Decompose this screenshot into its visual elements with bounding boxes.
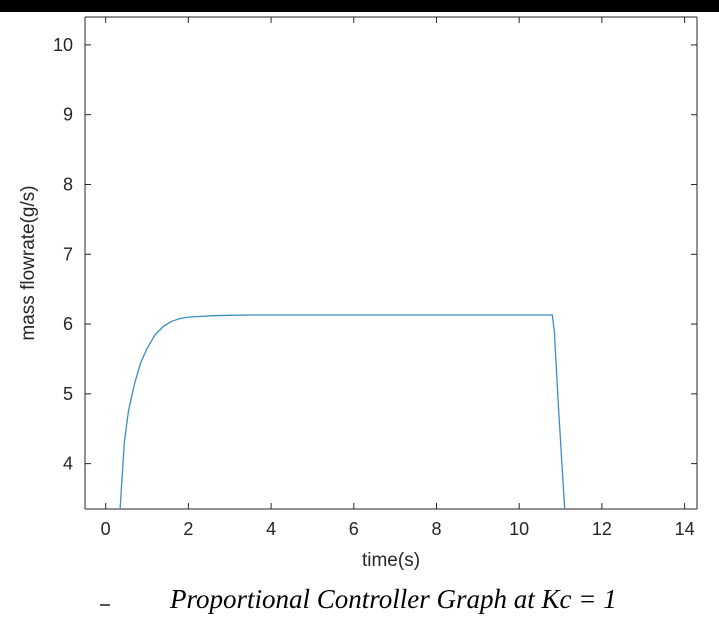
y-axis-label: mass flowrate(g/s) (18, 185, 39, 340)
y-tick-label: 7 (63, 244, 73, 264)
x-tick-label: 10 (509, 519, 529, 539)
series-layer (119, 314, 566, 510)
figure-caption: Proportional Controller Graph at Kc = 1 (170, 584, 617, 614)
top-black-bar (0, 0, 719, 12)
x-tick-label: 0 (101, 519, 111, 539)
y-tick-label: 9 (63, 105, 73, 125)
y-tick-label: 8 (63, 174, 73, 194)
y-tick-label: 6 (63, 314, 73, 334)
x-tick-label: 8 (431, 519, 441, 539)
x-tick-label: 2 (183, 519, 193, 539)
caption-dash (100, 604, 110, 606)
y-tick-label: 10 (53, 35, 73, 55)
x-tick-label: 12 (592, 519, 612, 539)
x-tick-label: 6 (349, 519, 359, 539)
ticks (85, 17, 697, 509)
x-tick-label: 4 (266, 519, 276, 539)
x-axis-label: time(s) (362, 550, 420, 571)
axes-box (84, 16, 698, 510)
tick-labels: 0 2 4 6 8 10 12 14 4 5 6 7 8 9 10 (53, 35, 695, 539)
x-tick-label: 14 (675, 519, 695, 539)
y-tick-label: 4 (63, 454, 73, 474)
series-line (119, 314, 566, 510)
y-tick-label: 5 (63, 384, 73, 404)
